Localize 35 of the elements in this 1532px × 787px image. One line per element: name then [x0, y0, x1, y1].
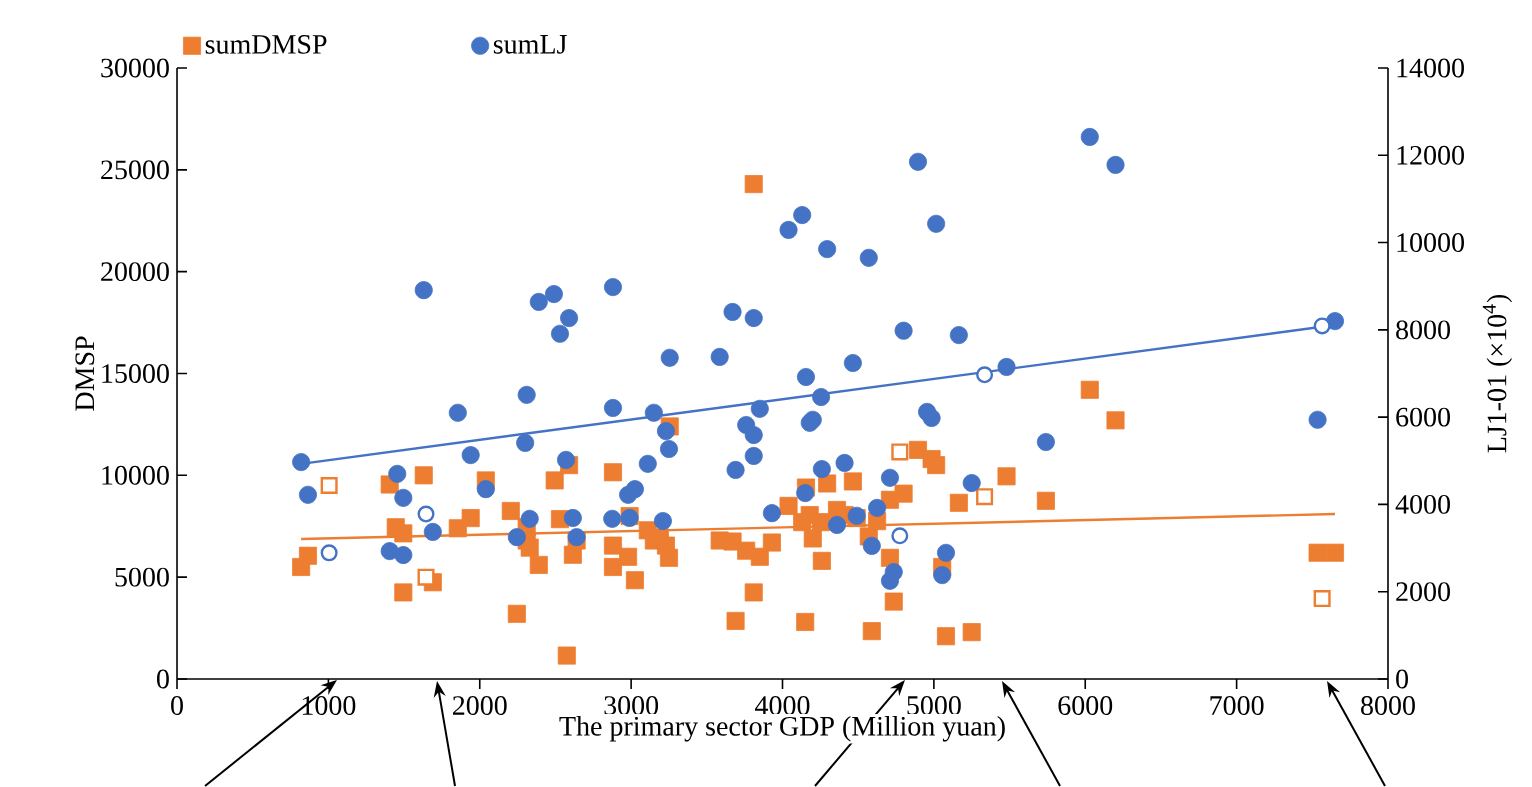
y-tick-label: 30000: [101, 58, 169, 78]
legend-label: sumLJ: [493, 35, 567, 54]
y2-tick-label: 14000: [1397, 58, 1464, 78]
y-tick-label: 15000: [102, 364, 169, 383]
x-tick-label: 0: [171, 696, 183, 715]
x-axis-title: The primary sector GDP (Million yuan): [559, 715, 1005, 742]
y-axis-title: DMSP: [75, 336, 95, 411]
point: [976, 488, 994, 506]
y2-tick-label: 10000: [1397, 233, 1464, 253]
point: [320, 476, 338, 495]
point: [1313, 317, 1331, 335]
x-tick-label: 6000: [1058, 696, 1113, 715]
y-tick-label: 0: [157, 669, 169, 689]
point: [976, 366, 994, 384]
y2-axis-title: LJ1-01 (×10$^{4}$): [1482, 294, 1513, 453]
y2-tick-label: 12000: [1397, 145, 1464, 165]
x-tick-label: 8000: [1361, 696, 1415, 715]
point: [891, 527, 909, 545]
y-tick-label: 10000: [102, 465, 169, 485]
y-tick-label: 20000: [101, 262, 169, 282]
y2-tick-label: 4000: [1395, 494, 1450, 514]
y2-tick-label: 0: [1396, 669, 1408, 689]
point: [1313, 590, 1331, 608]
point: [417, 505, 435, 523]
y2-tick-label: 6000: [1396, 407, 1450, 427]
legend-label: sumDMSP: [205, 35, 327, 54]
x-tick-label: 7000: [1210, 696, 1264, 715]
y2-tick-label: 8000: [1396, 320, 1450, 340]
point: [891, 443, 909, 461]
x-tick-label: 1000: [302, 696, 356, 715]
y2-tick-label: 2000: [1396, 582, 1450, 602]
point: [320, 544, 338, 562]
y-tick-label: 5000: [115, 567, 169, 587]
x-tick-label: 2000: [452, 696, 507, 715]
y-tick-label: 25000: [101, 160, 169, 180]
